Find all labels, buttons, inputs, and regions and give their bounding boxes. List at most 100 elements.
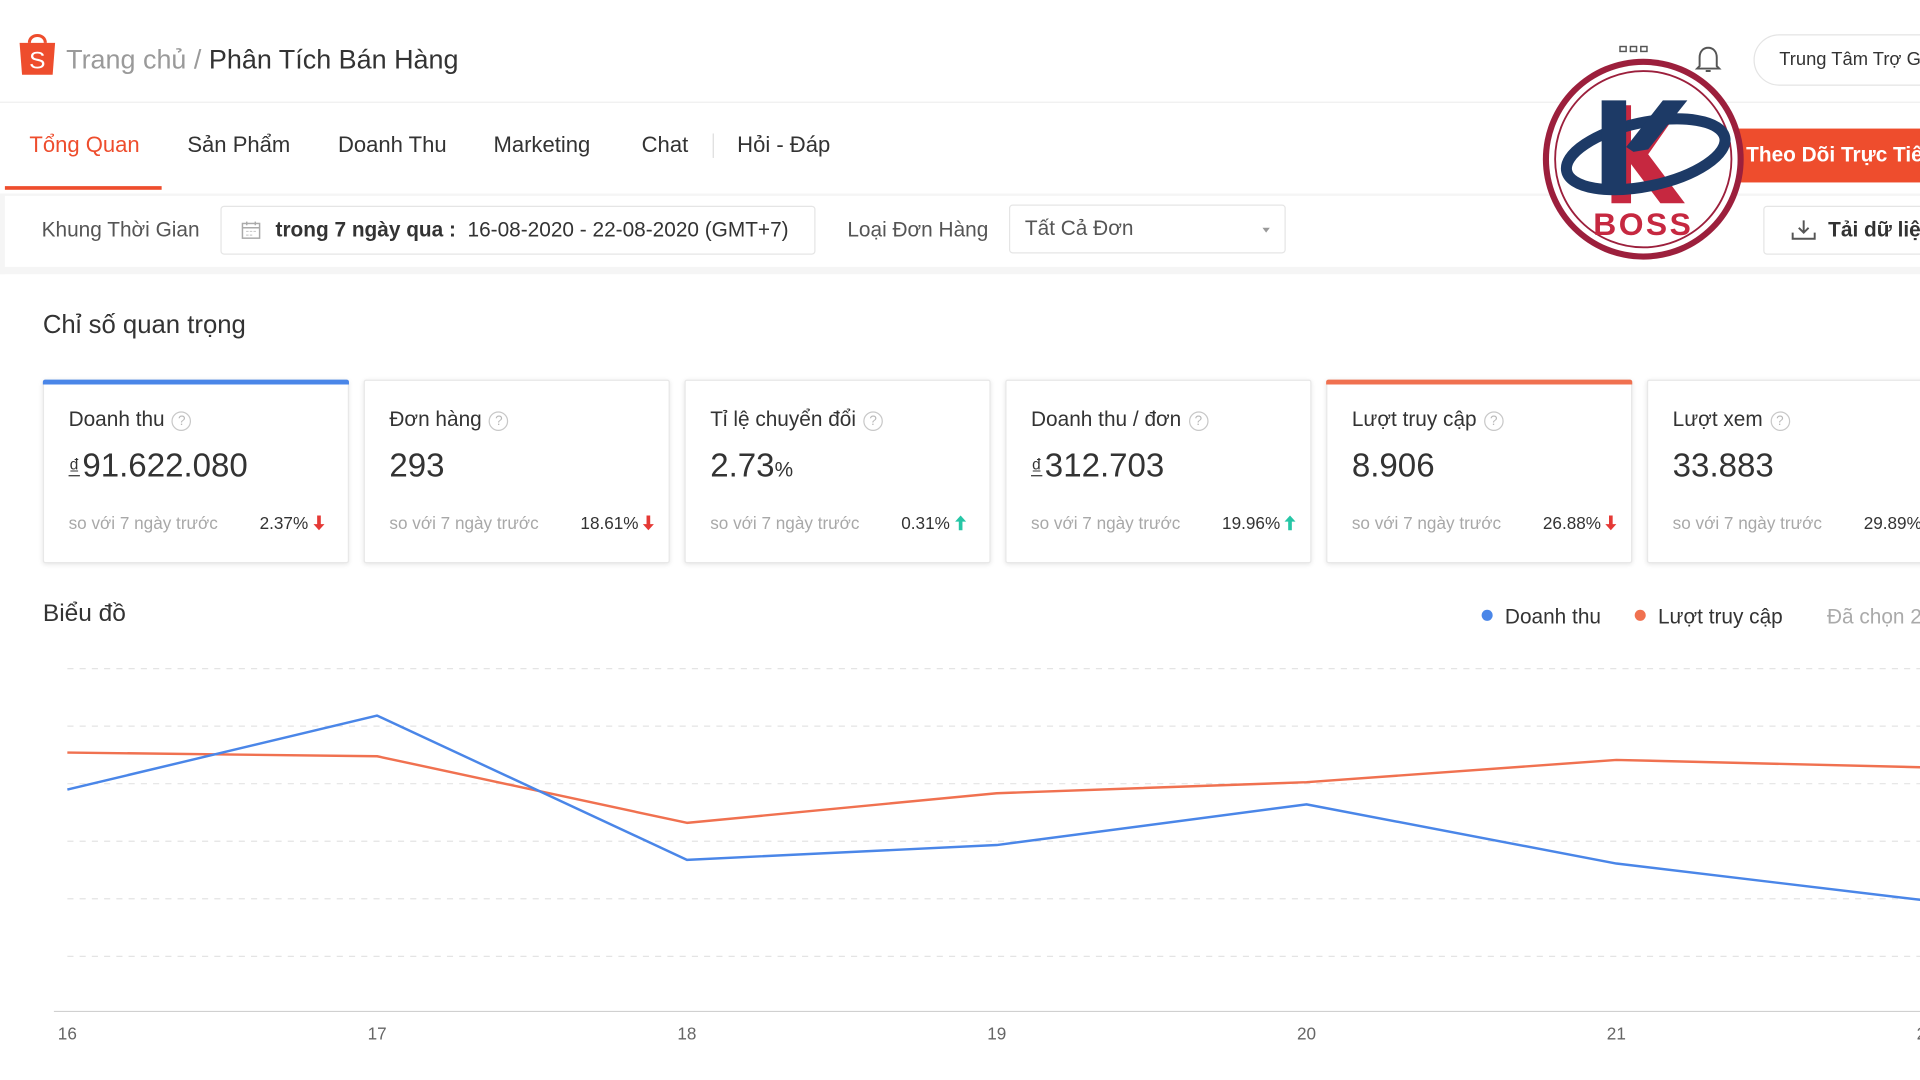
metric-change: 26.88% [1543,513,1618,533]
x-tick-label: 22 [1917,1024,1920,1044]
metric-change: 18.61% [580,513,655,533]
metric-change-value: 29.89% [1863,513,1920,533]
metric-compare-label: so với 7 ngày trước [1672,513,1822,533]
help-icon[interactable]: ? [1770,411,1790,432]
metric-change-value: 2.37% [259,513,309,533]
tab-products[interactable]: Sản Phẩm [187,132,291,157]
legend-revenue-label: Doanh thu [1504,604,1601,629]
date-range-value: 16-08-2020 - 22-08-2020 (GMT+7) [467,217,789,242]
order-type-label: Loại Đơn Hàng [847,217,989,242]
tab-revenue[interactable]: Doanh Thu [337,132,447,157]
live-tracking-button[interactable]: Theo Dõi Trực Tiếp [1714,128,1920,183]
date-range-text: trong 7 ngày qua : 16-08-2020 - 22-08-20… [276,207,789,254]
date-range-picker[interactable]: trong 7 ngày qua : 16-08-2020 - 22-08-20… [220,205,816,255]
shopee-logo-icon[interactable]: S [17,31,57,78]
metric-value: 8.906 [1352,447,1435,485]
metric-change-value: 26.88% [1542,513,1602,533]
metric-title: Tỉ lệ chuyển đổi? [710,408,883,432]
order-type-select[interactable]: Tất Cả Đơn [1008,204,1286,254]
series-line-visits[interactable] [67,751,1920,825]
metric-title: Lượt truy cập? [1352,408,1504,432]
metric-value-number: 293 [389,446,445,484]
metric-title-text: Lượt xem [1672,407,1763,432]
metric-value: ₫91.622.080 [69,447,248,485]
tab-marketing[interactable]: Marketing [493,132,591,157]
arrow-up-icon [1285,515,1297,531]
tab-bar: Tổng Quan Sản Phẩm Doanh Thu Marketing C… [0,110,1920,191]
arrow-down-icon [643,515,655,531]
help-icon[interactable]: ? [171,411,192,432]
date-prefix: trong 7 ngày qua : [275,217,456,242]
key-metrics-title: Chỉ số quan trọng [42,311,246,340]
metric-change-value: 0.31% [901,513,950,533]
breadcrumb-separator: / [186,44,209,75]
metric-compare-label: so với 7 ngày trước [710,513,860,533]
metric-title: Doanh thu / đơn? [1031,407,1209,432]
metric-title: Đơn hàng? [389,407,509,432]
metric-compare-label: so với 7 ngày trước [68,513,218,533]
metric-card[interactable]: Lượt xem? 33.883 so với 7 ngày trước 29.89% [1646,379,1920,564]
legend-visits[interactable]: Lượt truy cập [1634,605,1783,629]
tab-qa[interactable]: Hỏi - Đáp [737,132,831,157]
metric-value: ₫312.703 [1031,447,1164,485]
metric-change: 19.96% [1222,513,1297,533]
metric-title-text: Doanh thu / đơn [1031,407,1182,432]
metric-card[interactable]: Tỉ lệ chuyển đổi? 2.73% so với 7 ngày trướ… [684,379,991,564]
download-data-button[interactable]: Tải dữ liệu [1763,205,1920,255]
metric-title: Lượt xem? [1673,408,1790,432]
active-tab-indicator [4,186,162,190]
metric-unit: % [774,457,794,482]
metric-value-number: 91.622.080 [82,446,248,484]
metric-title-text: Tỉ lệ chuyển đổi [710,407,857,432]
arrow-down-icon [1605,515,1617,531]
arrow-down-icon [313,515,325,531]
metric-card[interactable]: Đơn hàng? 293 so với 7 ngày trước 18.61% [363,379,670,564]
svg-text:S: S [29,48,45,75]
chart-title: Biểu đồ [42,600,126,627]
x-tick-label: 20 [1297,1024,1316,1044]
legend-visits-dot [1634,609,1646,621]
help-icon[interactable]: ? [489,411,509,432]
metric-change: 2.37% [260,513,326,533]
x-tick-label: 19 [987,1024,1006,1044]
selected-count-note: Đã chọn 2 [1826,604,1920,629]
calendar-icon [241,221,261,239]
chevron-down-icon [1262,227,1270,233]
metric-card[interactable]: Lượt truy cập? 8.906 so với 7 ngày trước 26… [1326,379,1633,564]
metric-title: Doanh thu? [69,408,192,432]
series-line-revenue[interactable] [67,714,1920,901]
metric-value: 33.883 [1673,447,1774,485]
help-icon[interactable]: ? [1188,411,1209,432]
time-frame-label: Khung Thời Gian [41,217,200,242]
metric-title-text: Đơn hàng [389,407,482,432]
metric-value: 2.73% [710,447,793,485]
breadcrumb-home[interactable]: Trang chủ [66,44,187,75]
metric-value-number: 8.906 [1351,446,1435,484]
metric-card[interactable]: Doanh thu? ₫91.622.080 so với 7 ngày trước… [42,379,349,564]
help-center-button[interactable]: Trung Tâm Trợ Giúp [1753,34,1920,86]
bell-icon[interactable] [1694,44,1722,73]
x-tick-label: 21 [1607,1024,1626,1044]
help-icon[interactable]: ? [863,411,883,432]
tab-divider [712,133,714,158]
x-tick-label: 17 [368,1024,387,1044]
metric-value: 293 [389,447,444,485]
download-label: Tải dữ liệu [1828,217,1920,242]
metric-value-number: 2.73 [710,446,775,484]
x-tick-label: 16 [58,1024,77,1044]
metric-value-number: 312.703 [1044,446,1165,484]
legend-revenue[interactable]: Doanh thu [1481,604,1601,629]
order-type-value: Tất Cả Đơn [1024,216,1134,241]
tab-overview[interactable]: Tổng Quan [29,132,140,157]
currency-symbol: ₫ [68,454,80,479]
help-icon[interactable]: ? [1483,411,1504,432]
top-bar: S Trang chủ / Phân Tích Bán Hàng Trung T… [0,0,1920,103]
card-selected-indicator [1326,379,1633,385]
tab-chat[interactable]: Chat [641,132,689,157]
arrow-up-icon [954,515,966,531]
apps-grid-icon[interactable] [1619,45,1648,60]
metric-card[interactable]: Doanh thu / đơn? ₫312.703 so với 7 ngày tr… [1005,379,1312,564]
metric-change: 29.89% [1864,513,1920,533]
breadcrumb: Trang chủ / Phân Tích Bán Hàng [66,44,458,76]
